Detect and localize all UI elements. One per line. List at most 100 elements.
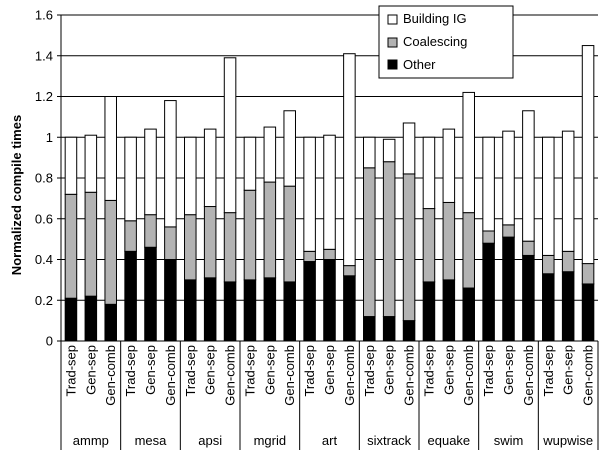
bar-segment-other [442,279,456,342]
y-tick-label: 0.8 [35,171,53,186]
bar-segment-building-ig [64,136,78,195]
bar-segment-coalescing [462,212,475,289]
bar-segment-other [144,246,157,342]
bar-segment-coalescing [482,230,495,244]
bar-segment-building-ig [462,91,475,214]
x-tick-label: Gen-comb [342,345,357,406]
bar-segment-other [64,297,78,342]
bar-segment-coalescing [522,240,535,256]
y-tick-label: 0.4 [35,252,53,267]
bar-segment-other [184,279,197,342]
x-tick-label: Gen-sep [262,345,277,395]
bar-segment-other [561,271,575,342]
bar-segment-other [84,295,98,342]
bar-segment-coalescing [422,208,436,283]
bar-segment-coalescing [243,189,257,281]
bar-segment-building-ig [442,128,456,203]
y-tick-label: 1.2 [35,89,53,104]
bar-segment-other [104,303,117,342]
benchmark-label: swim [494,433,524,448]
y-tick-label: 1 [46,130,53,145]
x-tick-label: Trad-sep [123,345,138,397]
benchmark-labels: ammp mesa apsi mgrid art sixtrack equake swim wu… [73,433,593,448]
bar-segment-coalescing [104,199,117,305]
bar-segment-other [323,259,336,342]
bar-segment-coalescing [343,265,356,277]
x-tick-label: Trad-sep [302,345,317,397]
y-axis-label: Normalized compile times [9,115,24,275]
bar-segment-other [243,279,257,342]
y-tick-label: 0.2 [35,293,53,308]
bar-segment-other [482,242,495,342]
bar-segment-coalescing [164,226,177,260]
benchmark-label: art [322,433,338,448]
legend-swatch-other [387,59,398,70]
x-tick-label: Trad-sep [362,345,377,397]
bar-segment-building-ig [402,122,416,175]
x-tick-label: Gen-comb [163,345,178,406]
x-tick-label: Gen-comb [223,345,238,406]
benchmark-label: mgrid [254,433,287,448]
bar-segment-building-ig [561,130,575,252]
bar-segment-other [363,316,376,342]
bars [64,45,595,342]
bar-segment-building-ig [303,136,316,252]
bar-segment-other [542,273,555,342]
bar-segment-other [462,287,475,342]
bar-segment-other [382,316,396,342]
bar-segment-building-ig [522,110,535,242]
bar-segment-coalescing [84,191,98,297]
bar-segment-other [402,320,416,342]
legend-label-coalescing: Coalescing [403,34,467,49]
bar-segment-building-ig [323,134,336,250]
bar-segment-coalescing [402,173,416,322]
x-tick-label: Gen-comb [402,345,417,406]
bar-segment-building-ig [144,128,157,216]
x-tick-label: Gen-sep [382,345,397,395]
bar-segment-building-ig [283,110,296,187]
bar-segment-building-ig [482,136,495,232]
x-tick-label: Trad-sep [421,345,436,397]
x-tick-label: Gen-sep [203,345,218,395]
bar-segment-coalescing [303,250,316,263]
bar-segment-other [422,281,436,342]
legend-label-building-ig: Building IG [403,11,467,26]
legend-swatch-coalescing [387,37,398,48]
bar-segment-other [263,277,277,342]
x-tick-label: Trad-sep [481,345,496,397]
y-tick-labels: 0 0.2 0.4 0.6 0.8 1 1.2 1.4 1.6 [35,8,53,349]
bar-segment-other [164,259,177,342]
x-tick-label: Gen-comb [103,345,118,406]
bar-segment-building-ig [84,134,98,193]
bar-segment-other [522,254,535,342]
bar-segment-other [203,277,217,342]
bar-segment-coalescing [442,201,456,281]
bar-segment-coalescing [283,185,296,283]
legend: Building IG Coalescing Other [378,5,514,79]
x-tick-labels: Trad-sep Gen-sep Gen-comb Trad-sep Gen-sep Ge… [63,345,595,406]
bar-segment-building-ig [343,53,356,267]
bar-segment-coalescing [382,161,396,318]
bar-segment-building-ig [223,57,237,214]
bar-segment-coalescing [581,263,595,285]
bar-segment-coalescing [124,220,137,252]
bar-segment-coalescing [263,181,277,279]
bar-segment-building-ig [363,136,376,169]
benchmark-label: ammp [73,433,109,448]
legend-swatch-building-ig [387,14,398,25]
x-tick-label: Trad-sep [541,345,556,397]
x-tick-label: Gen-comb [581,345,596,406]
x-tick-label: Gen-sep [441,345,456,395]
x-tick-label: Gen-comb [461,345,476,406]
bar-segment-coalescing [323,248,336,260]
bar-segment-coalescing [223,212,237,283]
bar-segment-building-ig [382,138,396,163]
bar-segment-coalescing [203,206,217,279]
x-tick-label: Gen-sep [143,345,158,395]
bar-segment-other [343,275,356,342]
bar-segment-coalescing [561,250,575,273]
bar-segment-building-ig [104,96,117,201]
x-tick-label: Gen-sep [561,345,576,395]
bar-segment-building-ig [243,136,257,191]
